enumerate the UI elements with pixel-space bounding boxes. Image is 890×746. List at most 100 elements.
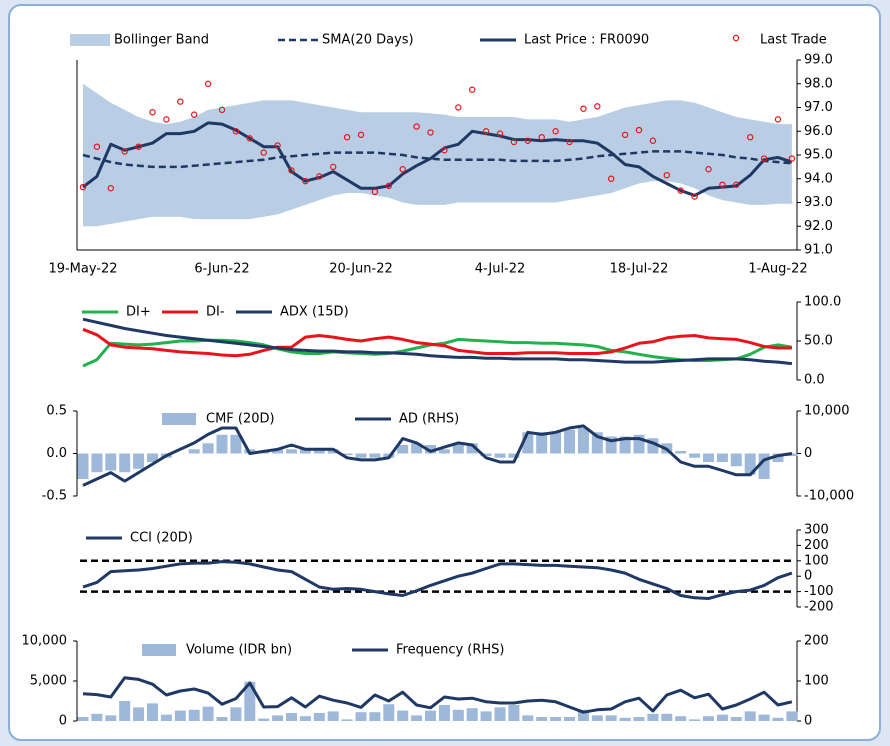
bar — [133, 707, 145, 721]
bar — [327, 449, 339, 454]
y-tick-label: -200 — [804, 600, 834, 615]
bar — [550, 432, 562, 454]
trade-marker — [149, 109, 156, 116]
bar — [411, 715, 423, 721]
bar — [397, 445, 409, 454]
trade-marker — [552, 128, 559, 135]
bar — [703, 453, 714, 462]
bar — [244, 681, 256, 721]
bar — [77, 717, 89, 721]
bar — [202, 443, 214, 454]
bar — [466, 708, 478, 721]
trade-marker — [246, 135, 253, 142]
series-line — [82, 424, 793, 487]
bar — [299, 449, 311, 454]
bar — [105, 453, 117, 471]
bar — [452, 709, 464, 721]
trade-marker — [274, 142, 281, 149]
trade-marker — [469, 86, 476, 93]
y-tick-label: 98.0 — [804, 76, 833, 91]
trade-marker — [135, 143, 142, 150]
bar — [744, 711, 756, 721]
y-tick-label: 0 — [804, 446, 812, 461]
trade-marker — [649, 137, 657, 144]
trade-marker — [677, 187, 684, 194]
legend-swatch — [142, 644, 176, 656]
bar — [313, 449, 325, 454]
y-tick-label: 93.0 — [804, 195, 833, 210]
bar — [758, 453, 770, 479]
trade-marker — [79, 183, 87, 191]
x-tick-label: 1-Aug-22 — [748, 262, 807, 277]
trade-marker — [107, 185, 115, 192]
bar — [758, 714, 770, 721]
bar — [619, 436, 631, 454]
y-tick-label: 100 — [804, 553, 829, 568]
bar — [425, 710, 436, 721]
legend-swatch — [70, 34, 110, 46]
series-line — [82, 676, 793, 714]
trade-marker — [441, 147, 448, 154]
bar — [452, 443, 464, 454]
bar — [647, 438, 659, 454]
bar — [605, 436, 617, 454]
bar — [730, 717, 742, 721]
trade-marker — [371, 188, 379, 196]
y-tick-label: 100.0 — [804, 295, 841, 310]
trade-marker — [760, 155, 768, 162]
trade-marker — [330, 163, 337, 171]
trade-marker — [733, 181, 740, 188]
trade-marker — [343, 133, 351, 141]
bar — [160, 714, 172, 721]
bar — [508, 705, 520, 721]
y-tick-label: 99.0 — [804, 53, 833, 68]
bar — [730, 453, 742, 467]
bar — [286, 713, 297, 721]
y-tick-label: 0 — [804, 714, 812, 729]
bar — [508, 453, 520, 458]
legend-label: CMF (20D) — [206, 412, 275, 427]
bar — [577, 428, 589, 454]
bar — [577, 709, 589, 721]
bar — [313, 713, 325, 721]
bar — [341, 719, 353, 721]
trade-marker — [316, 173, 323, 180]
legend-label: Last Trade — [760, 33, 827, 48]
bar — [536, 717, 548, 721]
bar — [147, 453, 158, 462]
bar — [550, 717, 562, 721]
trade-marker — [719, 181, 726, 188]
trade-marker — [747, 133, 754, 141]
bar — [286, 449, 297, 454]
trade-marker — [691, 193, 698, 200]
bar — [369, 453, 381, 458]
y-tick-label: 0.0 — [804, 373, 825, 388]
bar — [605, 715, 617, 721]
y-tick-label: -100 — [804, 584, 834, 599]
y-tick-label: 0 — [59, 714, 67, 729]
bar — [564, 717, 575, 721]
trade-marker — [427, 129, 434, 136]
trade-marker — [788, 155, 796, 162]
trade-marker — [260, 149, 267, 156]
legend-label: Volume (IDR bn) — [186, 643, 292, 658]
y-tick-label: 10,000 — [22, 634, 68, 649]
bar — [383, 704, 395, 721]
trade-marker — [496, 130, 504, 137]
bar — [369, 712, 381, 721]
bar — [633, 434, 645, 454]
bar — [689, 719, 701, 721]
trade-marker — [774, 116, 782, 123]
bar — [91, 453, 103, 473]
sma-line — [82, 150, 793, 169]
y-tick-label: 10,000 — [804, 404, 850, 419]
bar — [564, 429, 575, 454]
bar — [119, 701, 131, 721]
bar — [355, 453, 367, 458]
bar — [716, 714, 728, 721]
y-tick-label: 200 — [804, 634, 829, 649]
bar — [188, 449, 200, 454]
x-tick-label: 19-May-22 — [48, 262, 117, 277]
bar — [133, 453, 145, 469]
